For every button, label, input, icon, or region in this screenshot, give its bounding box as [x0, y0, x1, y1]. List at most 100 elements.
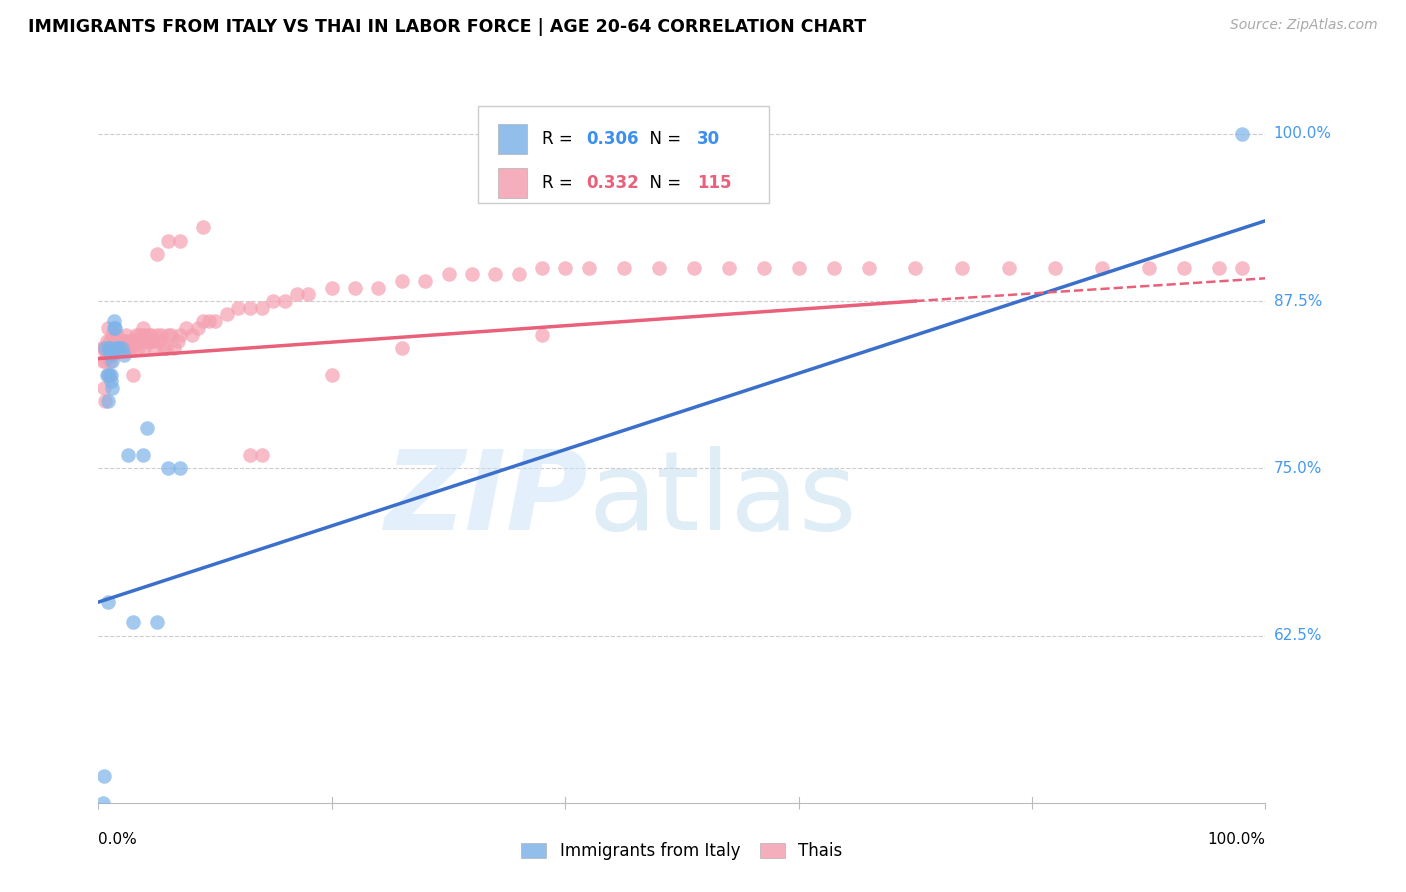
Text: 0.0%: 0.0% — [98, 831, 138, 847]
Point — [157, 234, 180, 248]
Point — [104, 341, 127, 355]
Point — [321, 280, 343, 294]
Text: 75.0%: 75.0% — [1274, 461, 1322, 475]
Point — [108, 341, 131, 355]
Point — [143, 341, 166, 355]
Point — [100, 368, 122, 382]
Point — [96, 368, 118, 382]
Point — [239, 448, 262, 462]
Point — [93, 769, 115, 783]
Point — [112, 341, 135, 355]
Point — [530, 260, 553, 275]
Point — [103, 334, 125, 349]
Point — [122, 615, 145, 630]
Point — [127, 341, 149, 355]
Point — [131, 327, 153, 342]
Point — [134, 327, 156, 342]
Point — [461, 268, 484, 282]
Point — [94, 394, 117, 409]
Text: 100.0%: 100.0% — [1208, 831, 1265, 847]
Point — [118, 341, 141, 355]
Point — [105, 341, 128, 355]
Point — [193, 314, 215, 328]
Point — [122, 368, 145, 382]
Point — [157, 327, 180, 342]
Point — [647, 260, 669, 275]
Point — [97, 368, 120, 382]
Point — [530, 327, 553, 342]
Text: 62.5%: 62.5% — [1274, 628, 1322, 643]
Point — [111, 341, 134, 355]
Point — [274, 294, 297, 309]
Point — [121, 341, 143, 355]
Point — [128, 327, 150, 342]
Point — [112, 348, 135, 362]
Point — [97, 348, 120, 362]
Point — [152, 341, 174, 355]
Point — [858, 260, 880, 275]
Point — [1230, 260, 1253, 275]
Point — [132, 321, 155, 335]
Point — [146, 327, 169, 342]
Point — [169, 234, 191, 248]
Text: N =: N = — [638, 174, 686, 193]
Point — [187, 321, 209, 335]
Point — [136, 421, 159, 435]
Point — [787, 260, 810, 275]
Point — [132, 341, 155, 355]
Point — [367, 280, 389, 294]
Point — [98, 341, 121, 355]
Point — [180, 327, 202, 342]
Point — [91, 354, 114, 368]
Point — [100, 341, 122, 355]
Point — [193, 220, 215, 235]
Point — [169, 327, 191, 342]
Point — [93, 341, 115, 355]
Point — [129, 334, 152, 349]
Point — [101, 348, 124, 362]
Point — [344, 280, 367, 294]
Text: 100.0%: 100.0% — [1274, 127, 1331, 141]
Point — [96, 348, 118, 362]
Point — [103, 321, 125, 335]
Point — [250, 448, 273, 462]
Point — [285, 287, 308, 301]
Point — [142, 334, 165, 349]
Point — [139, 327, 162, 342]
Point — [98, 354, 121, 368]
Point — [96, 334, 118, 349]
Point — [1173, 260, 1195, 275]
Point — [484, 268, 506, 282]
Point — [904, 260, 927, 275]
Point — [111, 334, 134, 349]
Point — [613, 260, 636, 275]
Point — [93, 381, 115, 395]
Point — [115, 327, 138, 342]
Point — [155, 341, 177, 355]
Point — [1137, 260, 1160, 275]
Point — [554, 260, 576, 275]
FancyBboxPatch shape — [478, 105, 769, 203]
Text: 0.332: 0.332 — [586, 174, 638, 193]
Point — [104, 341, 127, 355]
Point — [104, 321, 127, 335]
Point — [508, 268, 530, 282]
Point — [107, 334, 129, 349]
Point — [105, 327, 128, 342]
Point — [1208, 260, 1230, 275]
Point — [717, 260, 740, 275]
Point — [97, 368, 120, 382]
Point — [215, 308, 238, 322]
Text: 115: 115 — [697, 174, 731, 193]
Point — [94, 341, 117, 355]
Point — [97, 394, 120, 409]
Point — [101, 327, 124, 342]
Point — [752, 260, 775, 275]
Point — [228, 301, 250, 315]
Text: R =: R = — [541, 174, 578, 193]
Point — [108, 341, 131, 355]
Point — [91, 796, 114, 810]
Point — [823, 260, 845, 275]
Point — [250, 301, 273, 315]
Point — [148, 334, 170, 349]
